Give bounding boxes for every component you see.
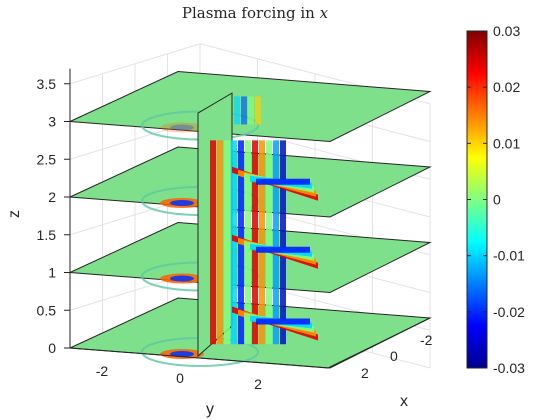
z-tick-label: 0.5	[37, 302, 57, 318]
colorbar-tick-label: -0.01	[493, 248, 525, 264]
x-tick-label: 2	[361, 365, 369, 381]
forcing-stripe	[234, 96, 240, 125]
forcing-band	[160, 122, 204, 133]
x-axis-label: x	[400, 393, 408, 410]
colorbar-tick-label: -0.02	[493, 304, 525, 320]
forcing-band	[170, 275, 194, 282]
slice-planes	[68, 70, 432, 369]
z-tick-label: 0	[48, 340, 56, 356]
colorbar-tick-label: 0.03	[493, 23, 520, 39]
forcing-stripe	[280, 140, 286, 345]
forcing-band	[170, 351, 194, 357]
colorbar-tick-label: 0	[493, 192, 501, 208]
chart-title: Plasma forcing in x	[182, 4, 329, 22]
y-axis-line	[69, 347, 329, 369]
y-tick-label: 0	[176, 370, 184, 386]
z-tick-label: 1	[48, 265, 56, 281]
axes-lines	[64, 68, 431, 369]
forcing-band	[170, 200, 194, 206]
z-tick-label: 1.5	[37, 227, 57, 243]
forcing-stripe	[224, 140, 230, 345]
z-tick-label: 3	[48, 114, 56, 130]
forcing-band	[170, 124, 194, 131]
y-tick-label: -2	[96, 363, 109, 379]
forcing-stripe	[231, 140, 237, 345]
colorbar-tick-label: -0.03	[493, 360, 525, 376]
x-tick-labels: 2 0 -2	[361, 332, 433, 381]
grid-line	[69, 43, 431, 105]
colorbar-ticks	[467, 30, 487, 369]
forcing-stripe	[248, 96, 254, 125]
forcing-stripe	[266, 140, 272, 345]
forcing-stripe	[217, 140, 223, 345]
forcing-stripe	[210, 140, 216, 345]
y-axis-label: y	[206, 401, 214, 418]
colorbar-tick-label: 0.02	[493, 79, 520, 95]
vertical-slice	[197, 92, 318, 358]
forcing-band	[256, 318, 310, 325]
y-tick-labels: -2 0 2	[96, 363, 262, 392]
z-tick-label: 2.5	[37, 151, 57, 167]
colorbar-tick-labels: 0.03 0.02 0.01 0 -0.01 -0.02 -0.03	[493, 23, 525, 376]
forcing-stripe	[273, 140, 279, 345]
x-axis-line	[327, 317, 431, 369]
forcing-band	[256, 246, 310, 253]
x-tick-label: -2	[420, 332, 433, 348]
colorbar-tick-label: 0.01	[493, 135, 520, 151]
z-tick-label: 3.5	[37, 76, 57, 92]
z-tick-label: 2	[48, 189, 56, 205]
y-tick-label: 2	[254, 376, 262, 392]
z-axis-label: z	[6, 210, 23, 218]
forcing-stripe	[259, 140, 265, 345]
forcing-stripe	[241, 96, 247, 125]
forcing-stripe	[255, 96, 261, 125]
forcing-band	[256, 178, 310, 185]
x-tick-label: 0	[390, 348, 398, 364]
z-tick-labels: 0 0.5 1 1.5 2 2.5 3 3.5	[37, 76, 57, 356]
colorbar: 0.03 0.02 0.01 0 -0.01 -0.02 -0.03	[466, 23, 525, 376]
